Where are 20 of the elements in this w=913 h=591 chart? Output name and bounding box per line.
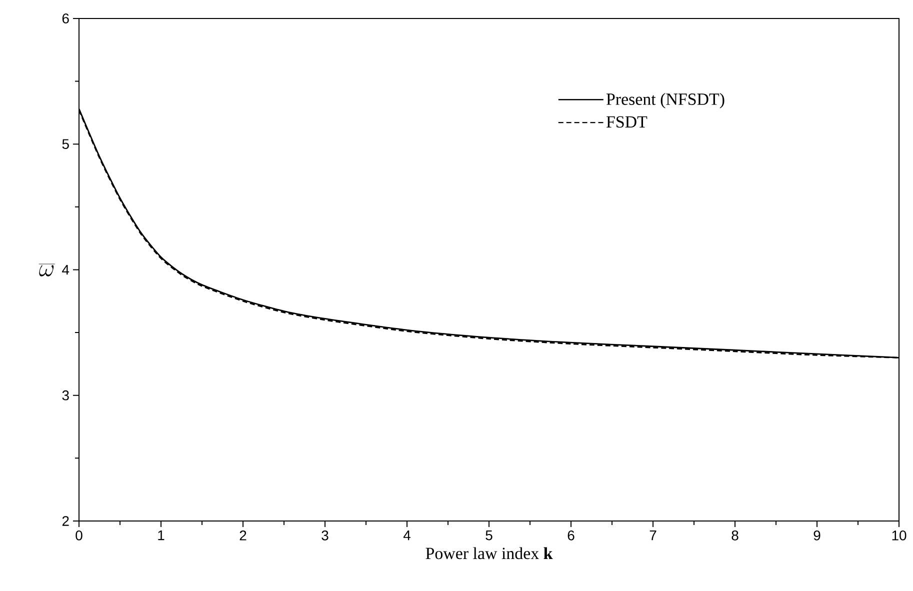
y-axis-title: $\overline{\omega}$ bbox=[38, 264, 55, 276]
x-tick-label: 10 bbox=[892, 530, 906, 540]
x-tick-label: 7 bbox=[650, 530, 656, 540]
x-tick-label: 3 bbox=[322, 530, 328, 540]
x-tick-label: 0 bbox=[76, 530, 82, 540]
y-tick-label: 3 bbox=[62, 390, 69, 400]
x-tick-label: 1 bbox=[158, 530, 164, 540]
x-tick-label: 8 bbox=[732, 530, 738, 540]
legend-label: Present (NFSDT) bbox=[606, 93, 724, 108]
y-tick-label: 4 bbox=[62, 264, 70, 275]
legend-label: FSDT bbox=[606, 116, 648, 128]
x-tick-label: 9 bbox=[814, 530, 820, 540]
x-tick-label: 6 bbox=[568, 530, 574, 540]
x-tick-label: 4 bbox=[403, 530, 410, 540]
y-tick-label: 6 bbox=[62, 14, 69, 24]
x-axis-title: Power law index k bbox=[426, 547, 553, 560]
y-tick-label: 2 bbox=[62, 516, 69, 526]
x-tick-label: 5 bbox=[486, 530, 492, 540]
y-tick-label: 5 bbox=[62, 139, 69, 149]
x-tick-label: 2 bbox=[240, 530, 246, 540]
